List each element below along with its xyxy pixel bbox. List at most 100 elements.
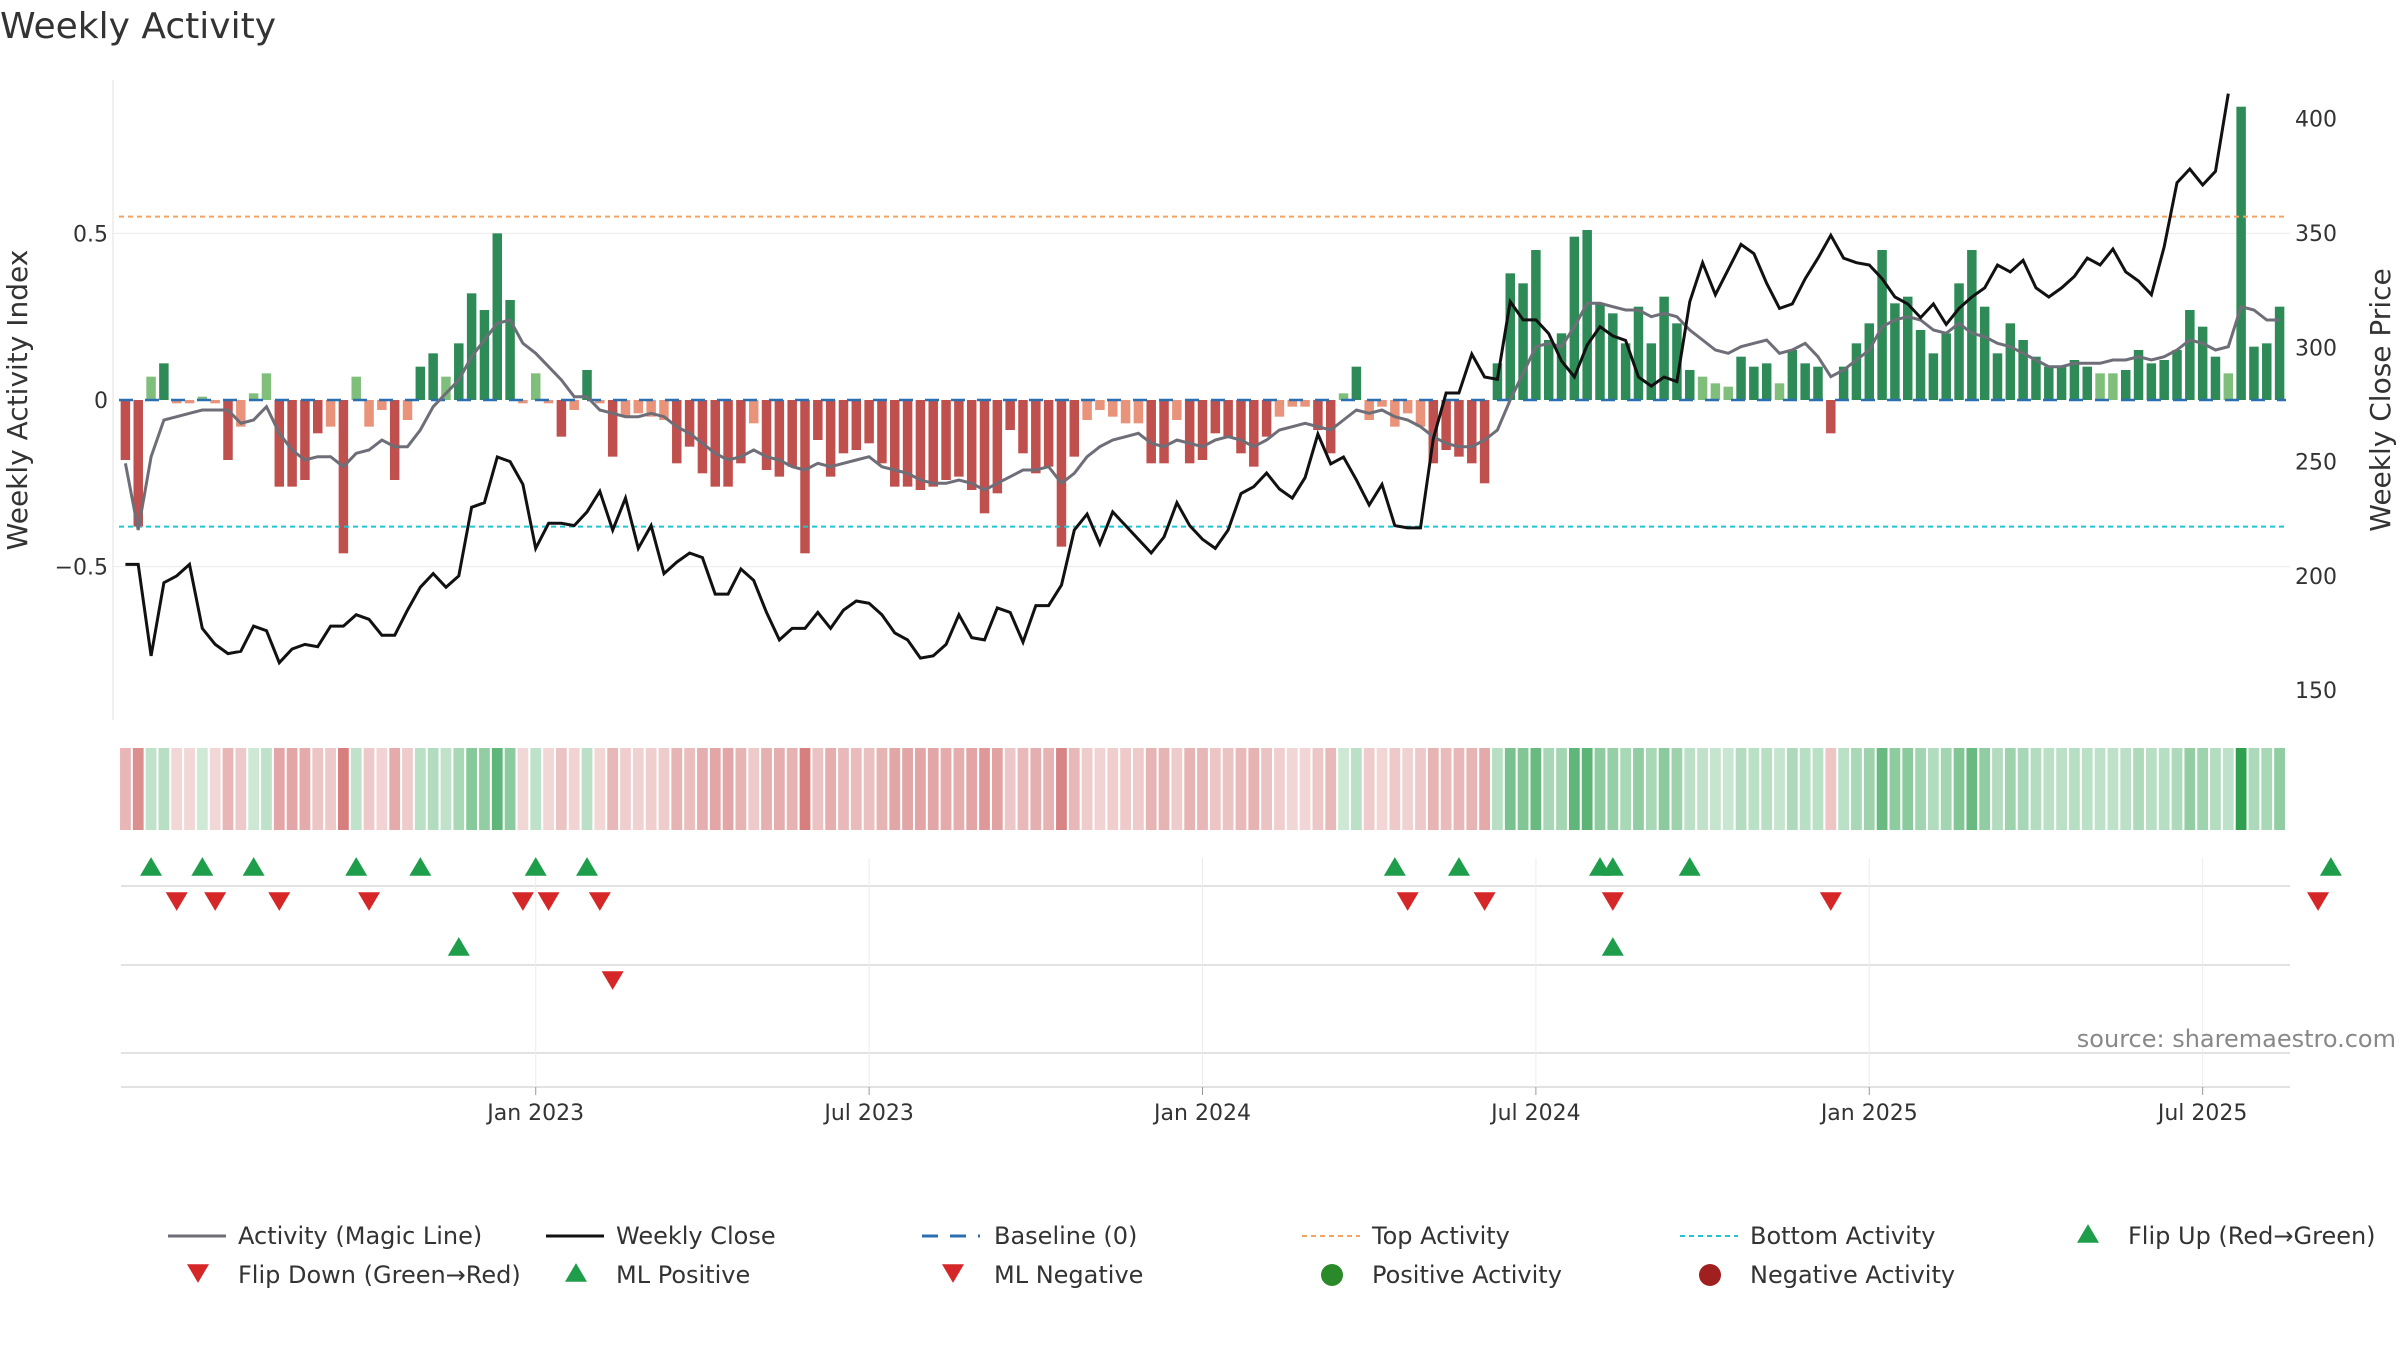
heat-strip-cell: [1312, 748, 1324, 830]
legend-swatch: [942, 1264, 964, 1283]
heat-strip-cell: [2133, 748, 2144, 830]
activity-bar: [1454, 400, 1464, 457]
activity-bar: [979, 400, 990, 514]
activity-bar: [1633, 306, 1644, 400]
activity-bar: [1915, 330, 1926, 400]
activity-bar: [902, 400, 913, 487]
heat-strip-cell: [1376, 748, 1388, 830]
flip-up-marker: [576, 857, 599, 876]
flip-down-marker: [204, 892, 227, 911]
activity-bar: [1146, 400, 1156, 464]
heat-strip-cell: [248, 748, 260, 830]
heat-strip-cell: [1120, 748, 1131, 830]
legend-swatch: [1321, 1264, 1343, 1286]
activity-bar: [479, 310, 490, 400]
heat-strip-cell: [2017, 748, 2029, 830]
activity-bar: [1723, 386, 1733, 400]
heat-strip-cell: [722, 748, 734, 830]
heat-strip-cell: [2222, 748, 2234, 830]
flip-up-marker: [1447, 857, 1470, 876]
heat-strip-cell: [748, 748, 760, 830]
heat-strip-cell: [1697, 748, 1708, 830]
heat-strip-cell: [479, 748, 490, 830]
activity-bar: [248, 393, 259, 400]
activity-bar: [2018, 340, 2028, 400]
left-tick-label: 0: [94, 389, 108, 414]
right-tick-label: 300: [2295, 336, 2337, 361]
activity-bar: [325, 400, 336, 427]
legend-label: Flip Down (Green→Red): [238, 1261, 521, 1289]
heat-strip-cell: [1543, 748, 1555, 830]
heat-strip-cell: [632, 748, 644, 830]
heat-strip-cell: [2004, 748, 2016, 830]
heat-strip-cell: [2274, 748, 2285, 830]
heat-strip-cell: [2197, 748, 2209, 830]
activity-bar: [1415, 400, 1426, 427]
activity-bar: [761, 400, 772, 470]
x-tick-label: Jan 2025: [1819, 1101, 1918, 1126]
heat-strip-cell: [2069, 748, 2080, 830]
activity-bar: [1531, 250, 1541, 400]
activity-bar: [723, 400, 733, 487]
heat-strip-cell: [1299, 748, 1311, 830]
activity-bar: [1659, 296, 1669, 400]
heat-strip-cell: [1838, 748, 1850, 830]
heat-strip-cell: [2158, 748, 2170, 830]
heat-strip-cell: [1658, 748, 1670, 830]
heat-strip-cell: [2030, 748, 2042, 830]
activity-bar: [774, 400, 785, 477]
heat-strip-cell: [1325, 748, 1337, 830]
activity-bar: [1172, 400, 1182, 420]
activity-bar: [197, 396, 208, 400]
heat-strip-cell: [620, 748, 631, 830]
activity-bar: [556, 400, 567, 437]
heat-strip-cell: [709, 748, 721, 830]
flip-up-marker: [191, 857, 214, 876]
heat-strip-cell: [145, 748, 157, 830]
activity-bar: [1967, 250, 1977, 400]
activity-bar: [159, 363, 169, 400]
activity-bar: [1261, 400, 1272, 437]
activity-bar: [505, 300, 515, 400]
heat-strip-cell: [735, 748, 747, 830]
activity-bar: [2210, 356, 2221, 400]
activity-bar: [1620, 343, 1631, 400]
ml-positive-marker: [1601, 937, 1624, 956]
heat-strip-cell: [1645, 748, 1657, 830]
activity-bar: [2044, 366, 2054, 400]
activity-bar: [1107, 400, 1118, 417]
activity-bar: [2108, 373, 2118, 400]
heat-strip-cell: [1684, 748, 1696, 830]
flip-down-marker: [2307, 892, 2330, 911]
heat-strip-cell: [1197, 748, 1208, 830]
ml-negative-marker: [601, 971, 624, 990]
activity-bar: [659, 400, 669, 420]
activity-bar: [1287, 400, 1298, 407]
heat-strip-cell: [530, 748, 542, 830]
heat-strip-cell: [1030, 748, 1042, 830]
activity-bar: [223, 400, 233, 460]
activity-bar: [1402, 400, 1413, 414]
flip-down-marker: [1819, 892, 1842, 911]
legend-swatch: [187, 1264, 209, 1283]
activity-bar: [1890, 303, 1900, 400]
heat-strip-cell: [812, 748, 824, 830]
heat-strip-cell: [235, 748, 247, 830]
heat-strip-cell: [491, 748, 503, 830]
activity-bar: [2056, 366, 2067, 400]
flip-up-marker: [524, 857, 547, 876]
flip-up-marker: [409, 857, 432, 876]
heat-strip-cell: [1581, 748, 1593, 830]
activity-bar: [1120, 400, 1131, 424]
heat-strip-cell: [504, 748, 516, 830]
activity-bar: [351, 376, 361, 400]
heat-strip-cell: [1492, 748, 1503, 830]
activity-bar: [1043, 400, 1054, 467]
heat-strip-cell: [312, 748, 324, 830]
activity-bar: [748, 400, 759, 424]
activity-bar: [710, 400, 720, 487]
heat-strip-cell: [1171, 748, 1183, 830]
flip-up-marker: [1678, 857, 1701, 876]
activity-bar: [338, 400, 349, 554]
flip-up-marker: [242, 857, 265, 876]
